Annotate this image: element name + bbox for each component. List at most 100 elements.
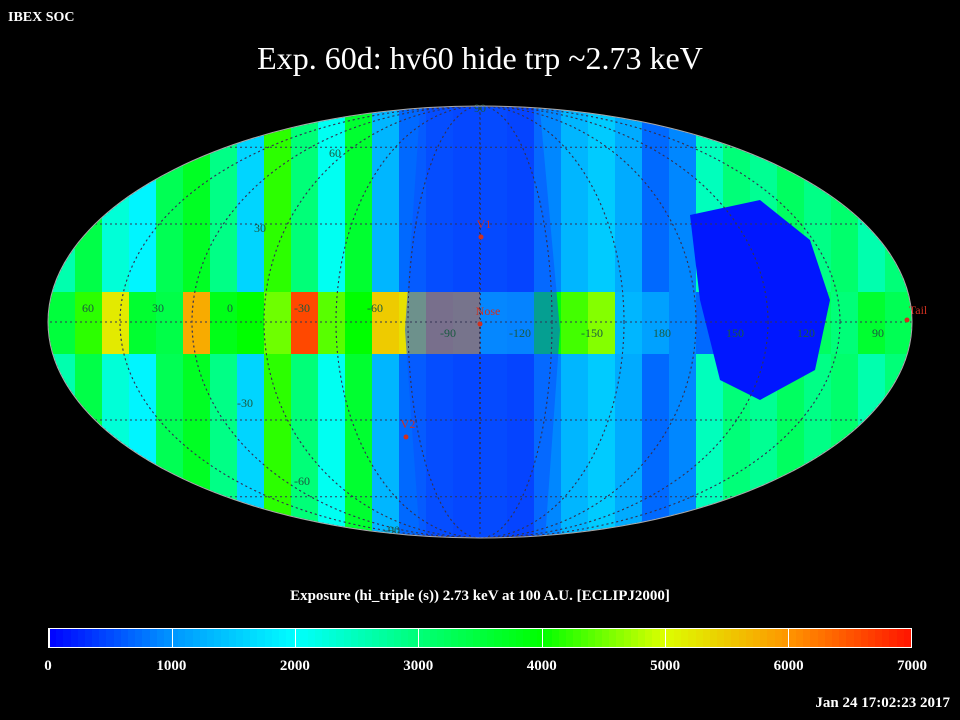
ecliptic-band-cell [669,292,697,354]
colorbar-segment [163,629,173,647]
colorbar-segment [508,629,517,647]
ecliptic-band-cell [75,292,103,354]
sky-map: 90 60 30 -30 -60 -90 60 30 0 -30 -60 -90 -120 -150 180… [47,101,928,539]
marker-dot [478,234,484,240]
colorbar-segment [113,629,122,647]
timestamp: Jan 24 17:02:23 2017 [815,695,950,711]
colorbar-segment [688,629,697,647]
colorbar-segment [573,629,582,647]
colorbar-segment [602,629,611,647]
colorbar-segment [99,629,108,647]
colorbar-tick [172,629,174,647]
longitude-tick-label: -120 [509,326,531,340]
colorbar-segment [717,629,726,647]
ecliptic-band-cell [291,292,319,354]
colorbar-segment [487,629,496,647]
colorbar-segment [365,629,374,647]
colorbar-segment [803,629,812,647]
colorbar-segment [652,629,661,647]
colorbar-segment [817,629,826,647]
colorbar-segment [623,629,632,647]
colorbar-segment [400,629,410,647]
colorbar-segment [580,629,589,647]
colorbar-tick-label: 3000 [403,658,434,674]
colorbar-segment [307,629,316,647]
colorbar-segment [321,629,331,647]
latitude-tick-label: -60 [294,474,310,488]
ecliptic-band-cell [588,292,616,354]
colorbar-segment [149,629,158,647]
longitude-tick-label: -150 [581,326,603,340]
ecliptic-band-cell [642,292,670,354]
longitude-tick-label: 120 [797,326,815,340]
central-low-exposure-region [405,106,560,538]
colorbar-segment [530,629,539,647]
colorbar-segment [860,629,869,647]
ecliptic-band-cell [237,292,265,354]
colorbar-segment [336,629,345,647]
low-exposure-region [690,200,830,400]
colorbar-segment [659,629,668,647]
colorbar-segment [594,629,604,647]
marker-label: Nose [476,304,501,318]
colorbar-segment [760,629,769,647]
colorbar-segment [70,629,79,647]
colorbar-segment [480,629,489,647]
colorbar-segment [250,629,259,647]
colorbar-segment [882,629,891,647]
ecliptic-band-cell [156,292,184,354]
colorbar-segment [774,629,783,647]
colorbar-segment [465,629,474,647]
colorbar-tick [418,629,420,647]
latitude-tick-label: 60 [329,146,341,160]
colorbar-segment [645,629,654,647]
colorbar-segment [156,629,165,647]
colorbar-segment [609,629,618,647]
colorbar-segment [738,629,747,647]
longitude-tick-label: 60 [82,301,94,315]
colorbar-tick-label: 5000 [650,658,681,674]
colorbar-tick [49,629,50,647]
colorbar-segment [745,629,754,647]
colorbar-segment [128,629,137,647]
colorbar-segment [839,629,848,647]
colorbar-segment [566,629,575,647]
colorbar-segment [379,629,388,647]
colorbar-segment [458,629,467,647]
colorbar-segment [77,629,86,647]
colorbar-segment [357,629,367,647]
colorbar-tick [295,629,297,647]
colorbar-segment [372,629,381,647]
colorbar-segment [120,629,129,647]
ecliptic-band-cell [210,292,238,354]
longitude-tick-label: 90 [872,326,884,340]
colorbar-segment [587,629,596,647]
colorbar-segment [537,629,546,647]
colorbar-tick-label: 6000 [773,658,804,674]
colorbar-tick [787,629,789,647]
colorbar-segment [278,629,288,647]
colorbar-tick-label: 2000 [279,658,310,674]
colorbar-segment [523,629,532,647]
ecliptic-band-cell [129,292,157,354]
colorbar-segment [903,629,912,647]
map-border [47,105,913,539]
colorbar-segment [451,629,460,647]
marker-label: Tail [909,303,928,317]
colorbar-segment [638,629,647,647]
colorbar-segment [192,629,201,647]
colorbar-tick-label: 1000 [156,658,187,674]
colorbar-segment [551,629,560,647]
colorbar-segment [709,629,719,647]
colorbar-segment [49,629,58,647]
colorbar-segment [501,629,510,647]
marker-dot [403,434,409,440]
colorbar-segment [228,629,237,647]
longitude-tick-label: -60 [367,301,383,315]
colorbar-segment [889,629,898,647]
colorbar-tick [541,629,543,647]
colorbar-segment [429,629,438,647]
colorbar-segment [472,629,481,647]
ecliptic-band-cell [183,292,211,354]
colorbar-segment [63,629,72,647]
